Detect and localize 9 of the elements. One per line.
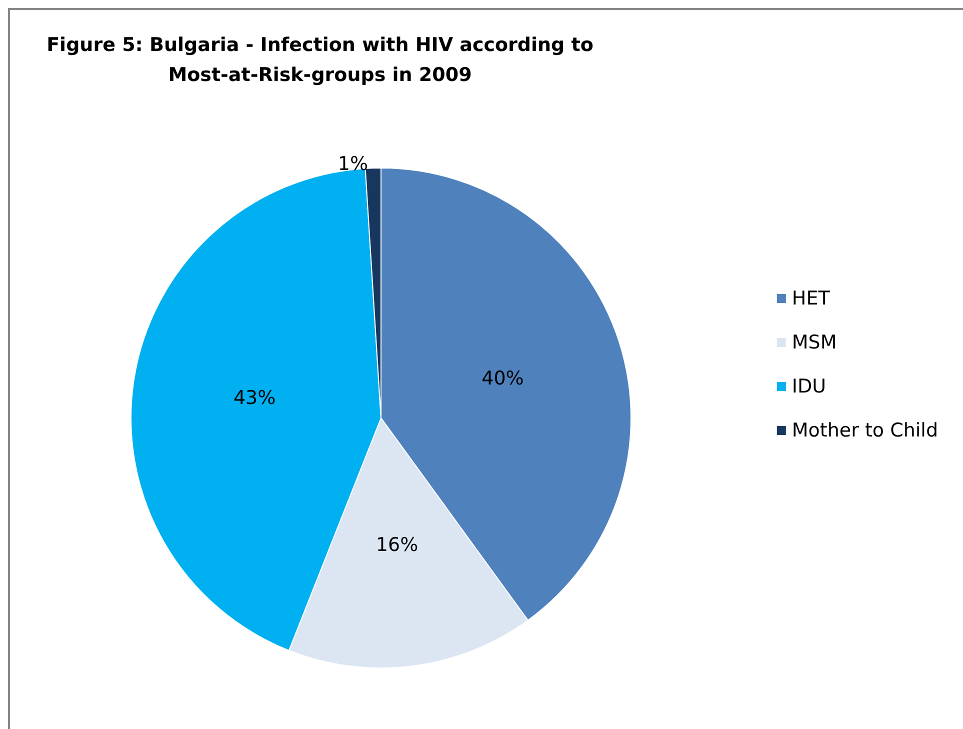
data-label: 1% (338, 153, 368, 176)
data-label: 40% (482, 367, 524, 390)
legend-label: Mother to Child (792, 420, 938, 442)
data-label: 43% (233, 386, 276, 409)
legend-label: HET (792, 288, 830, 310)
legend-label: MSM (792, 332, 837, 354)
legend-label: IDU (792, 376, 826, 398)
chart-title: Figure 5: Bulgaria - Infection with HIV according to Most-at-Risk-groups in 2009 (46, 33, 594, 88)
data-label: 16% (376, 534, 418, 556)
